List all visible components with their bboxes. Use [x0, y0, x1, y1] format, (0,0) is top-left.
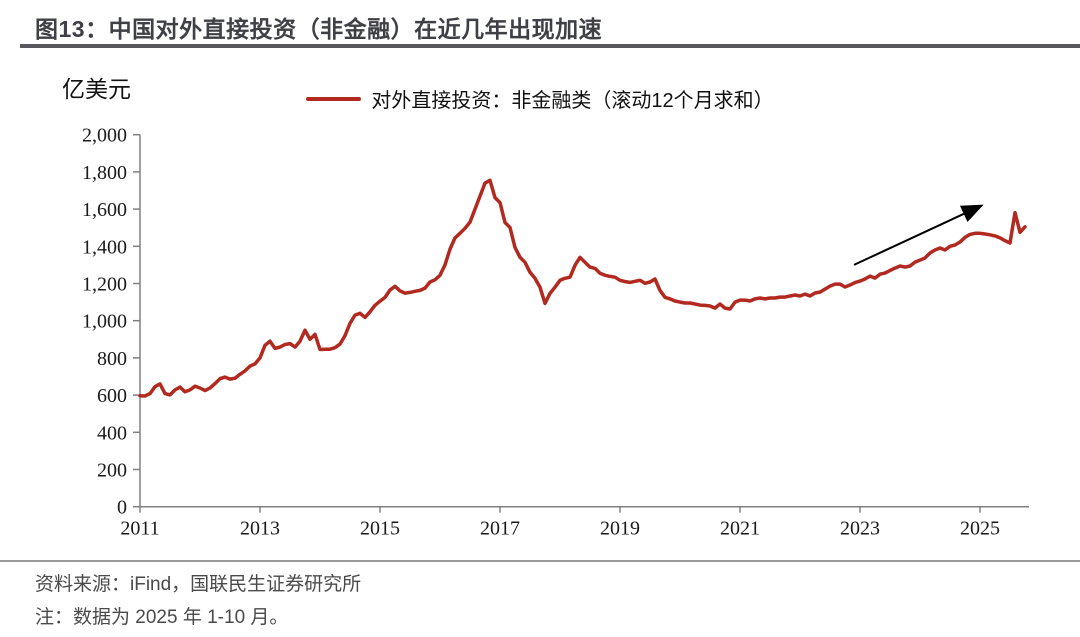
x-tick-label: 2023: [840, 518, 880, 540]
legend-label: 对外直接投资：非金融类（滚动12个月求和）: [371, 90, 774, 112]
figure-title: 图13：中国对外直接投资（非金融）在近几年出现加速: [35, 16, 603, 42]
y-tick-label: 600: [97, 385, 127, 407]
y-tick-label: 1,200: [82, 274, 127, 296]
legend: 对外直接投资：非金融类（滚动12个月求和）: [0, 84, 1080, 113]
y-tick-label: 200: [97, 460, 127, 482]
x-tick-label: 2011: [120, 518, 159, 540]
x-axis-ticks: 2011 2013 2015 2017 2019 2021 2023 2025: [120, 506, 1000, 540]
legend-line-swatch: [306, 96, 362, 101]
x-tick-label: 2015: [360, 518, 400, 540]
y-tick-label: 800: [97, 348, 127, 370]
y-axis-ticks: 0 200 400 600 800 1,000 1,200 1,400 1,600 1,800 2,…: [82, 125, 140, 519]
axes: [139, 134, 1029, 508]
y-tick-label: 1,800: [82, 162, 127, 184]
data-note: 注：数据为 2025 年 1-10 月。: [35, 607, 289, 628]
acceleration-arrow: [853, 204, 984, 266]
x-tick-label: 2017: [480, 518, 520, 540]
y-axis-unit-label: 亿美元: [62, 76, 131, 102]
odi-line-series: [138, 178, 1027, 398]
y-tick-label: 400: [97, 422, 127, 444]
data-series: [138, 178, 1027, 398]
y-tick-label: 1,600: [82, 199, 127, 221]
x-tick-label: 2019: [600, 518, 640, 540]
y-tick-label: 1,000: [82, 311, 127, 333]
y-tick-label: 2,000: [82, 125, 127, 147]
y-tick-label: 0: [117, 497, 127, 519]
annotation-arrow: [853, 204, 984, 266]
footer-divider: [0, 560, 1080, 562]
source-note: 资料来源：iFind，国联民生证券研究所: [35, 574, 362, 595]
x-tick-label: 2021: [720, 518, 760, 540]
y-tick-label: 1,400: [82, 236, 127, 258]
x-tick-label: 2013: [240, 518, 280, 540]
title-underline: [20, 44, 1080, 48]
axis-lines: [139, 134, 1029, 508]
x-tick-label: 2025: [960, 518, 1000, 540]
